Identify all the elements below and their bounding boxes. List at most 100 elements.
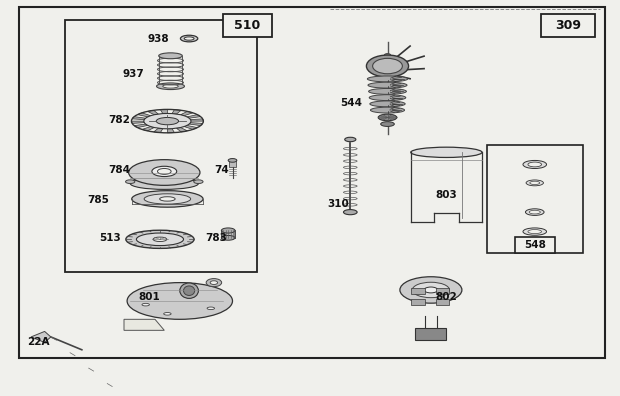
Ellipse shape (180, 35, 198, 42)
Ellipse shape (157, 168, 171, 174)
Ellipse shape (144, 194, 191, 204)
Polygon shape (177, 128, 187, 132)
Ellipse shape (152, 166, 177, 177)
Text: 548: 548 (524, 240, 546, 250)
Ellipse shape (343, 209, 357, 215)
Bar (436, 288, 449, 293)
Ellipse shape (368, 82, 407, 88)
Ellipse shape (367, 76, 408, 82)
Ellipse shape (526, 180, 543, 186)
Ellipse shape (368, 88, 407, 94)
Bar (436, 299, 449, 305)
Text: 310: 310 (327, 199, 349, 209)
Text: 309: 309 (555, 19, 581, 32)
Ellipse shape (412, 282, 450, 298)
Polygon shape (161, 109, 167, 114)
Ellipse shape (369, 95, 406, 101)
Text: 513: 513 (99, 233, 122, 243)
Ellipse shape (410, 147, 482, 158)
Text: 74: 74 (215, 165, 229, 175)
Ellipse shape (156, 83, 185, 89)
Bar (515, 237, 555, 253)
Polygon shape (132, 117, 146, 120)
Ellipse shape (193, 180, 203, 183)
Ellipse shape (210, 281, 218, 284)
Bar (415, 328, 446, 339)
Ellipse shape (529, 181, 539, 185)
Polygon shape (31, 331, 51, 343)
Text: 784: 784 (108, 165, 130, 175)
Polygon shape (184, 126, 197, 129)
Ellipse shape (366, 55, 409, 77)
Bar (330, 9, 600, 357)
Polygon shape (167, 129, 174, 133)
Bar (221, 230, 235, 238)
Polygon shape (131, 121, 144, 124)
Ellipse shape (162, 84, 179, 88)
Ellipse shape (221, 236, 235, 240)
Ellipse shape (378, 114, 397, 121)
Ellipse shape (156, 118, 179, 125)
Ellipse shape (345, 137, 356, 142)
Ellipse shape (528, 162, 542, 167)
Text: 803: 803 (435, 190, 458, 200)
Ellipse shape (384, 53, 391, 57)
Polygon shape (134, 124, 148, 128)
Text: 544: 544 (340, 98, 363, 108)
Bar (65, 20, 257, 272)
Text: 937: 937 (122, 69, 144, 79)
Polygon shape (154, 128, 163, 133)
Ellipse shape (130, 178, 198, 189)
Ellipse shape (142, 303, 149, 306)
Bar (487, 145, 583, 253)
Polygon shape (189, 123, 203, 126)
Text: 802: 802 (435, 292, 458, 302)
Text: 782: 782 (108, 115, 130, 126)
Ellipse shape (370, 101, 405, 107)
Ellipse shape (207, 307, 215, 310)
Ellipse shape (153, 237, 167, 242)
Ellipse shape (381, 122, 394, 126)
Ellipse shape (184, 286, 195, 295)
Ellipse shape (228, 158, 237, 162)
Ellipse shape (424, 287, 438, 293)
Ellipse shape (529, 210, 541, 214)
Bar (411, 299, 425, 305)
Ellipse shape (180, 283, 198, 299)
Polygon shape (138, 113, 151, 117)
Ellipse shape (206, 278, 222, 287)
Ellipse shape (125, 180, 135, 183)
Ellipse shape (159, 53, 182, 59)
Ellipse shape (144, 113, 191, 129)
Polygon shape (190, 119, 203, 121)
Ellipse shape (371, 107, 404, 113)
Text: ©ReplacementParts.com: ©ReplacementParts.com (240, 179, 380, 188)
Text: 510: 510 (234, 19, 260, 32)
Ellipse shape (164, 312, 171, 315)
Ellipse shape (528, 230, 542, 234)
Ellipse shape (373, 58, 402, 74)
Ellipse shape (526, 209, 544, 215)
Ellipse shape (131, 190, 203, 207)
Polygon shape (180, 111, 193, 116)
Text: 783: 783 (205, 233, 227, 243)
Bar (223, 14, 272, 37)
Text: 938: 938 (148, 34, 169, 44)
Bar (541, 14, 595, 37)
Ellipse shape (129, 160, 200, 185)
Ellipse shape (523, 160, 547, 169)
Ellipse shape (127, 283, 232, 319)
Polygon shape (148, 110, 158, 115)
Polygon shape (124, 319, 164, 330)
Polygon shape (142, 127, 154, 131)
Ellipse shape (160, 197, 175, 201)
Bar (229, 160, 236, 167)
Text: 785: 785 (87, 195, 109, 205)
Polygon shape (172, 110, 181, 114)
Ellipse shape (136, 233, 184, 246)
Text: 801: 801 (138, 292, 160, 302)
Ellipse shape (400, 277, 462, 303)
Ellipse shape (221, 228, 235, 233)
Ellipse shape (126, 230, 194, 248)
Text: 22A: 22A (27, 337, 50, 347)
